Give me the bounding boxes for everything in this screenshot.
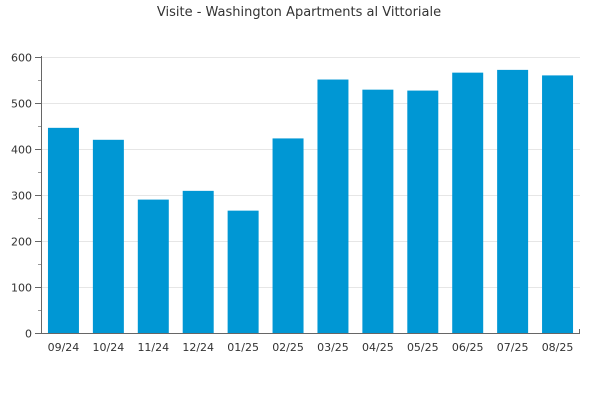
x-tick-label: 08/25 <box>542 341 574 354</box>
bar-02-25[interactable] <box>272 138 304 333</box>
y-tick-label: 500 <box>11 98 32 111</box>
bar-10-24[interactable] <box>92 139 124 333</box>
chart-title: Visite - Washington Apartments al Vittor… <box>157 5 441 20</box>
bar-04-25[interactable] <box>362 89 394 333</box>
bars <box>47 69 574 334</box>
x-tick-label: 12/24 <box>182 341 214 354</box>
bar-01-25[interactable] <box>227 210 259 333</box>
y-tick-label: 600 <box>11 52 32 65</box>
x-tick-label: 01/25 <box>227 341 259 354</box>
y-tick-label: 300 <box>11 190 32 203</box>
y-tick-label: 0 <box>25 328 32 341</box>
x-tick-label: 03/25 <box>317 341 349 354</box>
x-tick-label: 06/25 <box>452 341 484 354</box>
x-tick-label: 07/25 <box>497 341 529 354</box>
bar-05-25[interactable] <box>407 90 439 333</box>
tick-labels: 0 100 200 300 400 500 600 09/24 10/24 11/24 12/24 0… <box>11 52 573 355</box>
y-tick-label: 400 <box>11 144 32 157</box>
x-tick-label: 05/25 <box>407 341 439 354</box>
bar-11-24[interactable] <box>137 199 169 333</box>
bar-12-24[interactable] <box>182 190 214 333</box>
x-tick-label: 10/24 <box>93 341 125 354</box>
bar-03-25[interactable] <box>317 79 349 333</box>
x-tick-label: 11/24 <box>137 341 169 354</box>
axes <box>35 56 580 334</box>
y-tick-label: 100 <box>11 282 32 295</box>
bar-09-24[interactable] <box>47 127 79 333</box>
x-tick-label: 04/25 <box>362 341 394 354</box>
bar-06-25[interactable] <box>452 72 484 333</box>
grid-lines <box>41 57 580 288</box>
bar-07-25[interactable] <box>497 69 529 333</box>
y-tick-label: 200 <box>11 236 32 249</box>
x-tick-label: 09/24 <box>48 341 80 354</box>
bar-08-25[interactable] <box>542 75 574 334</box>
x-tick-label: 02/25 <box>272 341 304 354</box>
